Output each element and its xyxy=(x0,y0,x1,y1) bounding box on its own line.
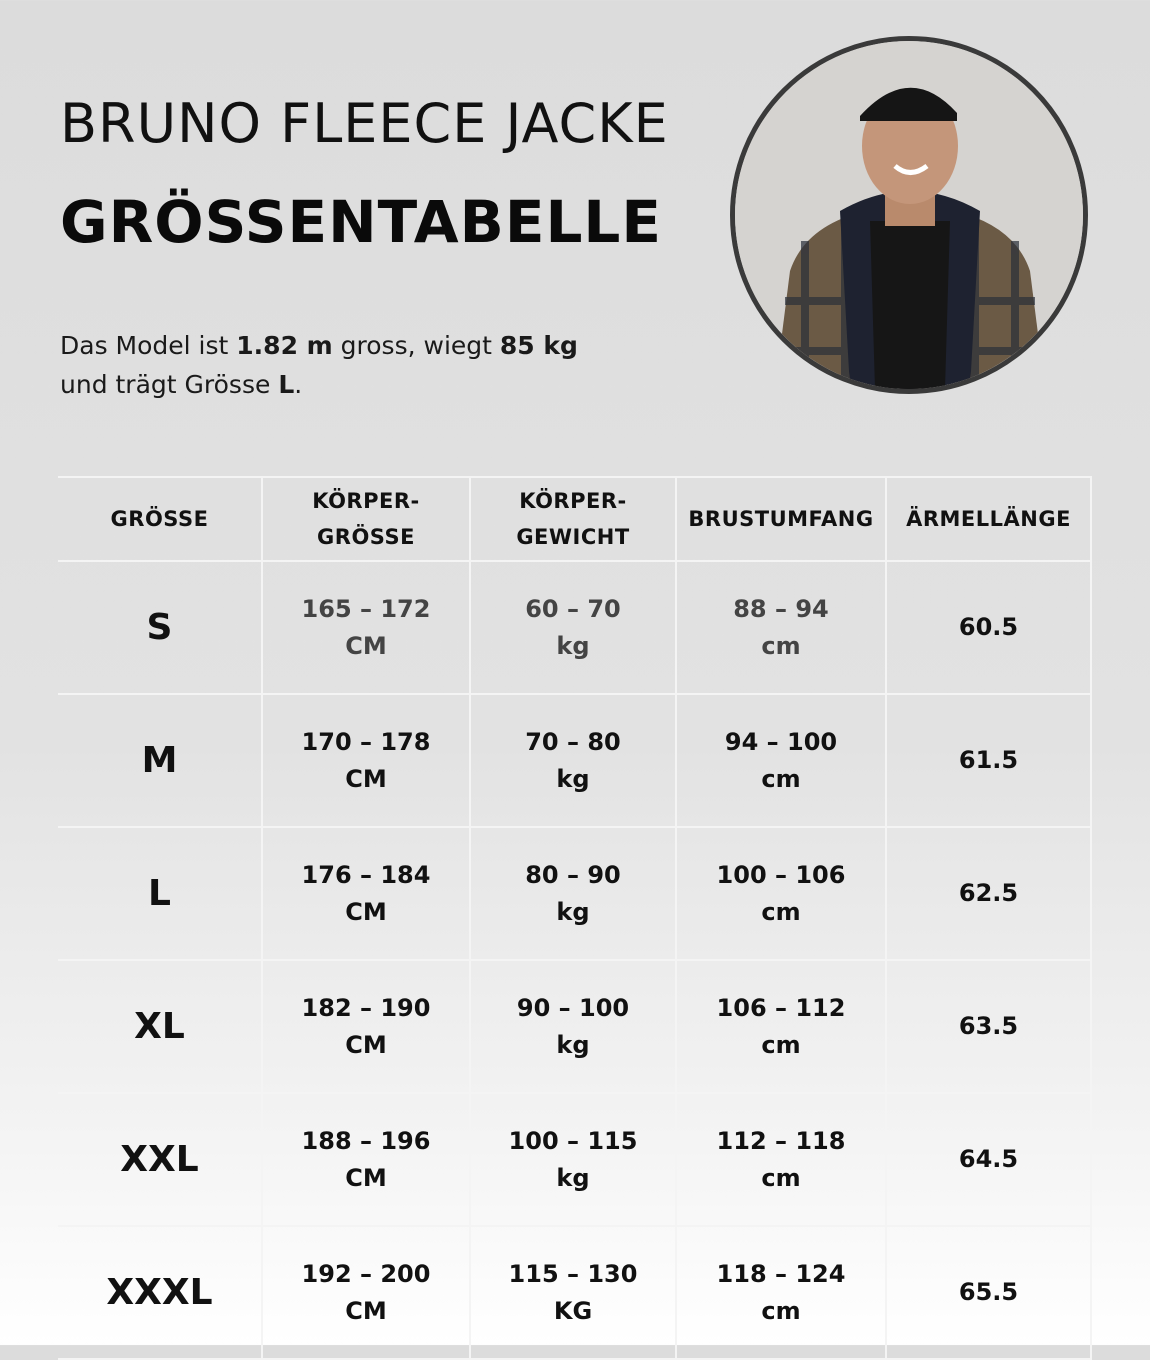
sleeve-cell: 63.5 xyxy=(885,959,1092,1094)
chest-cell: 88 – 94 cm xyxy=(675,560,887,695)
col-header-body-weight: KÖRPER- GEWICHT xyxy=(469,476,677,562)
chest-cell: 112 – 118 cm xyxy=(675,1092,887,1227)
header-line: KÖRPER- xyxy=(312,489,420,513)
unit: kg xyxy=(556,1030,590,1059)
product-title: BRUNO FLEECE JACKE xyxy=(60,92,669,155)
range: 115 – 130 xyxy=(508,1259,638,1288)
range: 192 – 200 xyxy=(301,1259,431,1288)
size-cell: XXXL xyxy=(58,1225,263,1360)
chest-cell: 94 – 100 cm xyxy=(675,693,887,828)
size-cell: XL xyxy=(58,959,263,1094)
range: 182 – 190 xyxy=(301,993,431,1022)
body-weight-cell: 70 – 80 kg xyxy=(469,693,677,828)
range: 90 – 100 xyxy=(516,993,630,1022)
table-row: XXL 188 – 196 CM 100 – 115 kg 112 – 118 cm 64.5 xyxy=(58,1092,1092,1227)
range: 165 – 172 xyxy=(301,594,431,623)
unit: kg xyxy=(556,764,590,793)
unit: CM xyxy=(345,764,387,793)
table-row: S 165 – 172 CM 60 – 70 kg 88 – 94 cm 60.5 xyxy=(58,560,1092,695)
unit: cm xyxy=(761,1163,801,1192)
body-height-cell: 176 – 184 CM xyxy=(261,826,471,961)
body-height-cell: 188 – 196 CM xyxy=(261,1092,471,1227)
sleeve-cell: 60.5 xyxy=(885,560,1092,695)
table-header-row: GRÖSSE KÖRPER- GRÖSSE KÖRPER- GEWICHT BRUS… xyxy=(58,476,1092,562)
page-title: GRÖSSENTABELLE xyxy=(60,188,662,256)
model-weight: 85 kg xyxy=(499,331,578,360)
unit: cm xyxy=(761,1030,801,1059)
size-table: GRÖSSE KÖRPER- GRÖSSE KÖRPER- GEWICHT BRUS… xyxy=(58,476,1092,1360)
range: 176 – 184 xyxy=(301,860,431,889)
body-weight-cell: 115 – 130 KG xyxy=(469,1225,677,1360)
sleeve-cell: 61.5 xyxy=(885,693,1092,828)
model-photo xyxy=(730,36,1088,394)
desc-text: . xyxy=(294,370,303,399)
size-cell: M xyxy=(58,693,263,828)
range: 170 – 178 xyxy=(301,727,431,756)
range: 106 – 112 xyxy=(716,993,846,1022)
chest-cell: 100 – 106 cm xyxy=(675,826,887,961)
size-cell: XXL xyxy=(58,1092,263,1227)
unit: CM xyxy=(345,1030,387,1059)
unit: kg xyxy=(556,631,590,660)
unit: kg xyxy=(556,897,590,926)
model-size: L xyxy=(278,370,295,399)
desc-text: gross, wiegt xyxy=(332,331,500,360)
sleeve-cell: 64.5 xyxy=(885,1092,1092,1227)
range: 88 – 94 xyxy=(733,594,829,623)
unit: cm xyxy=(761,764,801,793)
body-weight-cell: 90 – 100 kg xyxy=(469,959,677,1094)
table-row: XL 182 – 190 CM 90 – 100 kg 106 – 112 cm 63.5 xyxy=(58,959,1092,1094)
unit: CM xyxy=(345,897,387,926)
range: 94 – 100 xyxy=(724,727,838,756)
range: 188 – 196 xyxy=(301,1126,431,1155)
unit: CM xyxy=(345,1296,387,1325)
unit: cm xyxy=(761,1296,801,1325)
col-header-body-height: KÖRPER- GRÖSSE xyxy=(261,476,471,562)
table-row: M 170 – 178 CM 70 – 80 kg 94 – 100 cm 61.5 xyxy=(58,693,1092,828)
col-header-size: GRÖSSE xyxy=(58,476,263,562)
range: 80 – 90 xyxy=(525,860,621,889)
sleeve-cell: 65.5 xyxy=(885,1225,1092,1360)
col-header-chest: BRUSTUMFANG xyxy=(675,476,887,562)
range: 118 – 124 xyxy=(716,1259,846,1288)
desc-text: und trägt Grösse xyxy=(60,370,279,399)
table-row: L 176 – 184 CM 80 – 90 kg 100 – 106 cm 62.5 xyxy=(58,826,1092,961)
body-height-cell: 192 – 200 CM xyxy=(261,1225,471,1360)
chest-cell: 106 – 112 cm xyxy=(675,959,887,1094)
header-line: GRÖSSE xyxy=(317,525,415,549)
body-weight-cell: 100 – 115 kg xyxy=(469,1092,677,1227)
header-line: GEWICHT xyxy=(516,525,630,549)
range: 112 – 118 xyxy=(716,1126,846,1155)
body-height-cell: 165 – 172 CM xyxy=(261,560,471,695)
unit: KG xyxy=(553,1296,593,1325)
range: 100 – 115 xyxy=(508,1126,638,1155)
range: 60 – 70 xyxy=(525,594,621,623)
unit: cm xyxy=(761,897,801,926)
unit: cm xyxy=(761,631,801,660)
unit: CM xyxy=(345,1163,387,1192)
sleeve-cell: 62.5 xyxy=(885,826,1092,961)
header-line: KÖRPER- xyxy=(519,489,627,513)
desc-text: Das Model ist xyxy=(60,331,237,360)
size-cell: L xyxy=(58,826,263,961)
unit: kg xyxy=(556,1163,590,1192)
body-weight-cell: 80 – 90 kg xyxy=(469,826,677,961)
table-row: XXXL 192 – 200 CM 115 – 130 KG 118 – 124 cm 65.… xyxy=(58,1225,1092,1360)
range: 100 – 106 xyxy=(716,860,846,889)
body-height-cell: 182 – 190 CM xyxy=(261,959,471,1094)
chest-cell: 118 – 124 cm xyxy=(675,1225,887,1360)
model-height: 1.82 m xyxy=(236,331,333,360)
model-description: Das Model ist 1.82 m gross, wiegt 85 kg … xyxy=(60,326,578,404)
size-cell: S xyxy=(58,560,263,695)
body-weight-cell: 60 – 70 kg xyxy=(469,560,677,695)
col-header-sleeve: ÄRMELLÄNGE xyxy=(885,476,1092,562)
body-height-cell: 170 – 178 CM xyxy=(261,693,471,828)
range: 70 – 80 xyxy=(525,727,621,756)
unit: CM xyxy=(345,631,387,660)
